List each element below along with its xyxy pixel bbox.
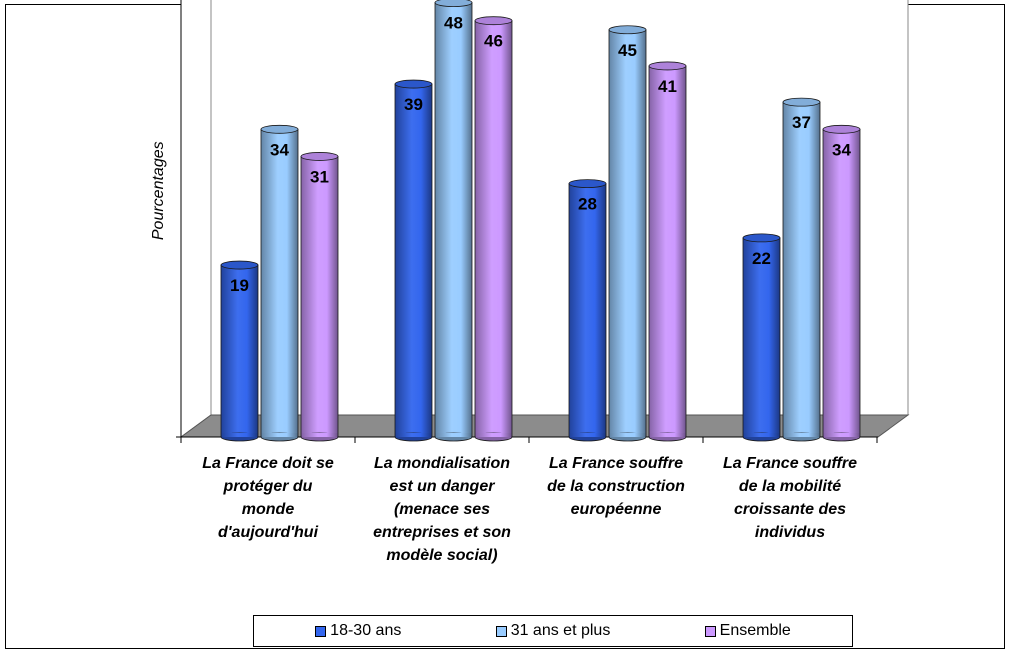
legend-item: 18-30 ans [315,622,401,640]
bar-top [394,79,433,89]
bar-top [782,97,821,107]
bar-base-fill [301,433,338,437]
data-label: 46 [484,32,503,51]
x-tick-label-line: monde [241,501,295,518]
x-tick-label-line: La France souffre [723,455,857,472]
legend: 18-30 ans 31 ans et plus Ensemble [253,615,853,647]
bar [822,128,861,438]
bar-base-fill [395,433,432,437]
data-label: 22 [752,249,771,268]
x-tick-label-line: entreprises et son [373,524,511,541]
x-tick-label-line: croissante des [733,501,847,518]
x-tick-label-line: La France souffre [549,455,683,472]
data-label: 28 [578,195,597,214]
bar-top [568,179,607,189]
bar [742,237,781,438]
data-label: 19 [230,276,249,295]
x-tick-label-line: modèle social) [386,547,498,564]
legend-item: 31 ans et plus [495,622,611,640]
x-tick-label-line: La mondialisation [373,455,510,472]
x-tick-label: La France souffre de la construction europ… [530,452,702,521]
bar [220,264,259,438]
bar [568,183,607,438]
bar-base-fill [435,433,472,437]
legend-item: Ensemble [704,622,791,640]
bar-top [608,25,647,35]
bar [608,29,647,438]
data-label: 34 [270,140,289,159]
x-tick-label-line: individus [754,524,826,541]
bar [394,83,433,438]
legend-swatch [315,625,327,637]
data-label: 41 [658,77,677,96]
bar-base-fill [569,433,606,437]
side-wall [180,0,212,438]
bar [434,2,473,438]
bar [260,128,299,438]
x-tick-label-line: est un danger [389,478,495,495]
bar-base-fill [743,433,780,437]
y-axis-title: Pourcentages [150,141,167,240]
bar [782,101,821,438]
data-label: 39 [404,95,423,114]
x-tick-label: La France souffre de la mobilité croissant… [704,452,876,544]
bar-base-fill [475,433,512,437]
bar-top [742,233,781,243]
x-tick-label-line: (menace ses [393,501,491,518]
bar-top [300,152,339,161]
x-tick-label-line: européenne [570,501,662,518]
legend-swatch [495,625,507,637]
x-tick-label-line: de la mobilité [738,478,842,495]
x-tick-label-line: d'aujourd'hui [217,524,319,541]
bar-top [220,260,259,270]
x-tick-label-line: de la construction [547,478,685,495]
bar [300,156,339,438]
legend-label: 18-30 ans [330,622,402,639]
x-tick-label: La mondialisation est un danger (menace se… [356,452,528,567]
bar-base-fill [823,433,860,437]
bar-base-fill [221,433,258,437]
bar-top [260,124,299,134]
x-tick-label: La France doit se protéger du monde d'aujou… [182,452,354,544]
bar-base-fill [609,433,646,437]
bar-top [648,61,687,71]
data-label: 31 [310,167,329,186]
data-label: 37 [792,113,811,132]
bar [474,20,513,438]
data-label: 45 [618,41,637,60]
bar-top [822,124,861,134]
x-tick-label-line: La France doit se [202,455,334,472]
bar-base-fill [783,433,820,437]
bar [648,65,687,438]
x-tick-label-line: protéger du [223,478,313,495]
bar-top [474,16,513,26]
data-label: 48 [444,14,463,33]
legend-swatch [704,625,716,637]
data-label: 34 [832,140,851,159]
bar-base-fill [649,433,686,437]
legend-label: 31 ans et plus [510,622,611,639]
bar-base-fill [261,433,298,437]
legend-label: Ensemble [719,622,791,639]
bar-top [434,0,473,7]
